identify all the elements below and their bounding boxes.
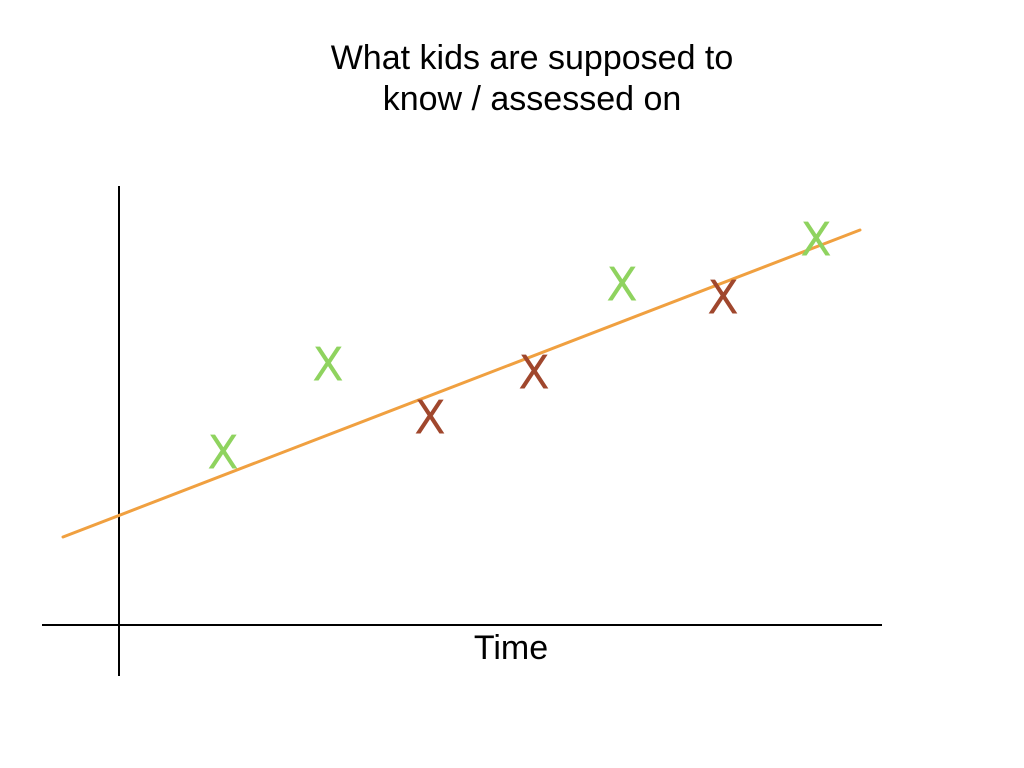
title-line: know / assessed on <box>383 80 682 118</box>
marker: X <box>800 213 832 267</box>
marker: X <box>707 271 739 325</box>
x-axis-label: Time <box>474 629 548 667</box>
marker: X <box>606 258 638 312</box>
title-line: What kids are supposed to <box>331 39 734 77</box>
marker: X <box>312 338 344 392</box>
trend-line <box>61 228 862 539</box>
marker: X <box>518 346 550 400</box>
marker: X <box>207 426 239 480</box>
marker: X <box>414 391 446 445</box>
